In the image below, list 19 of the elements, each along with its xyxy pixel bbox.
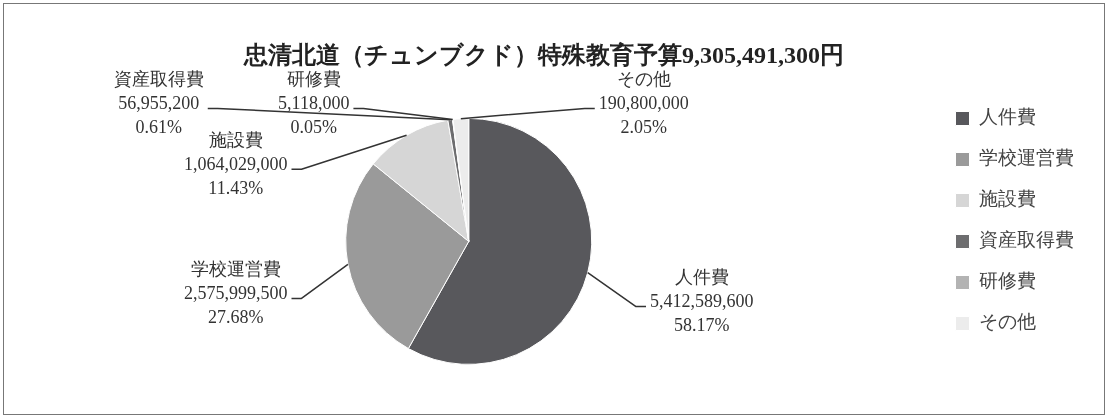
legend-label: 学校運営費 [979,147,1074,169]
data-label: 2,575,999,500 27.68% [184,283,288,328]
slice-label: その他 [616,69,671,90]
data-label: 190,800,000 2.05% [598,93,689,138]
legend-label: 資産取得費 [979,229,1074,251]
data-label: 56,955,200 0.61% [118,93,200,138]
chart-title: 忠清北道（チュンブクド）特殊教育予算9,305,491,300円 [243,40,844,68]
slice-label: 資産取得費 [113,69,204,90]
data-label: 5,118,000 0.05% [278,93,350,138]
data-label: 5,412,589,600 58.17% [650,291,754,336]
slice-label: 学校運営費 [190,259,281,280]
legend-label: 施設費 [979,188,1036,210]
slice-label: 研修費 [286,69,341,90]
legend-label: 研修費 [979,270,1036,292]
slice-label: 施設費 [208,130,263,151]
slice-label: 人件費 [674,267,729,288]
legend-label: 人件費 [979,106,1036,128]
data-label: 1,064,029,000 11.43% [184,154,288,199]
legend-label: その他 [979,311,1036,333]
